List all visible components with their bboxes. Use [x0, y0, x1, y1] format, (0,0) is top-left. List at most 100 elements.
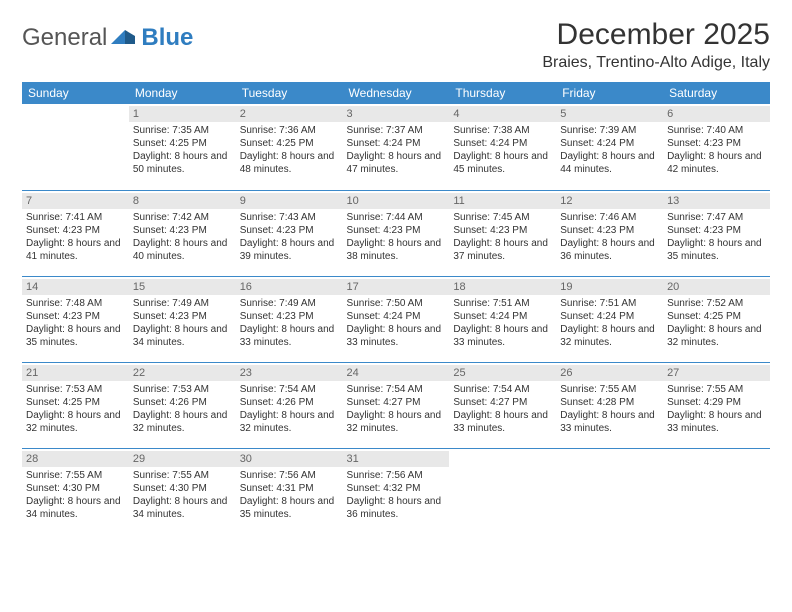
calendar-cell-blank — [556, 448, 663, 534]
calendar-cell: 16Sunrise: 7:49 AMSunset: 4:23 PMDayligh… — [236, 276, 343, 362]
day-number: 14 — [22, 279, 129, 295]
weekday-header: Saturday — [663, 82, 770, 104]
calendar-table: SundayMondayTuesdayWednesdayThursdayFrid… — [22, 82, 770, 534]
calendar-cell: 15Sunrise: 7:49 AMSunset: 4:23 PMDayligh… — [129, 276, 236, 362]
calendar-cell: 20Sunrise: 7:52 AMSunset: 4:25 PMDayligh… — [663, 276, 770, 362]
weekday-header-row: SundayMondayTuesdayWednesdayThursdayFrid… — [22, 82, 770, 104]
day-info: Sunrise: 7:55 AMSunset: 4:28 PMDaylight:… — [560, 383, 659, 435]
day-number: 9 — [236, 193, 343, 209]
calendar-cell: 17 Sunrise: 7:50 AMSunset: 4:24 PMDayligh… — [343, 276, 450, 362]
logo-general: General — [22, 24, 107, 51]
day-info: Sunrise: 7:41 AMSunset: 4:23 PMDaylight:… — [26, 211, 125, 263]
calendar-cell: 27Sunrise: 7:55 AMSunset: 4:29 PMDayligh… — [663, 362, 770, 448]
day-number: 3 — [343, 106, 450, 122]
calendar-cell: 18 Sunrise: 7:51 AMSunset: 4:24 PMDayligh… — [449, 276, 556, 362]
day-info: Sunrise: 7:54 AMSunset: 4:27 PMDaylight:… — [347, 383, 446, 435]
calendar-row: 7 Sunrise: 7:41 AMSunset: 4:23 PMDaylight… — [22, 190, 770, 276]
day-number: 5 — [556, 106, 663, 122]
day-info: Sunrise: 7:54 AMSunset: 4:27 PMDaylight:… — [453, 383, 552, 435]
day-info: Sunrise: 7:53 AMSunset: 4:25 PMDaylight:… — [26, 383, 125, 435]
calendar-cell: 14 Sunrise: 7:48 AMSunset: 4:23 PMDayligh… — [22, 276, 129, 362]
weekday-header: Friday — [556, 82, 663, 104]
calendar-cell: 31 Sunrise: 7:56 AMSunset: 4:32 PMDayligh… — [343, 448, 450, 534]
day-number: 23 — [236, 365, 343, 381]
day-info: Sunrise: 7:54 AMSunset: 4:26 PMDaylight:… — [240, 383, 339, 435]
day-number: 29 — [129, 451, 236, 467]
calendar-cell: 13Sunrise: 7:47 AMSunset: 4:23 PMDayligh… — [663, 190, 770, 276]
day-info: Sunrise: 7:42 AMSunset: 4:23 PMDaylight:… — [133, 211, 232, 263]
calendar-row: 28Sunrise: 7:55 AMSunset: 4:30 PMDayligh… — [22, 448, 770, 534]
day-info: Sunrise: 7:51 AMSunset: 4:24 PMDaylight:… — [453, 297, 552, 349]
day-info: Sunrise: 7:46 AMSunset: 4:23 PMDaylight:… — [560, 211, 659, 263]
day-info: Sunrise: 7:44 AMSunset: 4:23 PMDaylight:… — [347, 211, 446, 263]
weekday-header: Wednesday — [343, 82, 450, 104]
calendar-row: 21 Sunrise: 7:53 AMSunset: 4:25 PMDayligh… — [22, 362, 770, 448]
calendar-cell: 1 Sunrise: 7:35 AMSunset: 4:25 PMDaylight… — [129, 104, 236, 190]
day-number: 28 — [22, 451, 129, 467]
calendar-cell: 19Sunrise: 7:51 AMSunset: 4:24 PMDayligh… — [556, 276, 663, 362]
day-info: Sunrise: 7:37 AMSunset: 4:24 PMDaylight:… — [347, 124, 446, 176]
calendar-cell-blank — [449, 448, 556, 534]
calendar-cell: 3 Sunrise: 7:37 AMSunset: 4:24 PMDaylight… — [343, 104, 450, 190]
calendar-cell: 28 Sunrise: 7:55 AMSunset: 4:30 PMDayligh… — [22, 448, 129, 534]
calendar-cell-blank — [22, 104, 129, 190]
day-info: Sunrise: 7:48 AMSunset: 4:23 PMDaylight:… — [26, 297, 125, 349]
day-info: Sunrise: 7:55 AMSunset: 4:30 PMDaylight:… — [133, 469, 232, 521]
calendar-cell: 25 Sunrise: 7:54 AMSunset: 4:27 PMDayligh… — [449, 362, 556, 448]
calendar-row: 1 Sunrise: 7:35 AMSunset: 4:25 PMDaylight… — [22, 104, 770, 190]
calendar-cell: 30 Sunrise: 7:56 AMSunset: 4:31 PMDayligh… — [236, 448, 343, 534]
title-block: December 2025 Braies, Trentino-Alto Adig… — [542, 18, 770, 72]
calendar-cell: 24 Sunrise: 7:54 AMSunset: 4:27 PMDayligh… — [343, 362, 450, 448]
calendar-cell: 22 Sunrise: 7:53 AMSunset: 4:26 PMDayligh… — [129, 362, 236, 448]
weekday-header: Thursday — [449, 82, 556, 104]
day-number: 15 — [129, 279, 236, 295]
day-number: 31 — [343, 451, 450, 467]
calendar-cell: 9 Sunrise: 7:43 AMSunset: 4:23 PMDaylight… — [236, 190, 343, 276]
day-number: 16 — [236, 279, 343, 295]
day-number: 11 — [449, 193, 556, 209]
day-number: 30 — [236, 451, 343, 467]
day-number: 1 — [129, 106, 236, 122]
day-number: 10 — [343, 193, 450, 209]
logo-blue: Blue — [141, 24, 193, 52]
calendar-cell-blank — [663, 448, 770, 534]
header: General Blue December 2025 Braies, Trent… — [22, 18, 770, 72]
page-title: December 2025 — [542, 18, 770, 52]
logo-text: General — [22, 24, 107, 52]
calendar-cell: 12 Sunrise: 7:46 AMSunset: 4:23 PMDayligh… — [556, 190, 663, 276]
day-number: 24 — [343, 365, 450, 381]
day-number: 12 — [556, 193, 663, 209]
day-info: Sunrise: 7:53 AMSunset: 4:26 PMDaylight:… — [133, 383, 232, 435]
calendar-cell: 29 Sunrise: 7:55 AMSunset: 4:30 PMDayligh… — [129, 448, 236, 534]
day-info: Sunrise: 7:43 AMSunset: 4:23 PMDaylight:… — [240, 211, 339, 263]
day-info: Sunrise: 7:45 AMSunset: 4:23 PMDaylight:… — [453, 211, 552, 263]
day-number: 17 — [343, 279, 450, 295]
day-number: 6 — [663, 106, 770, 122]
day-info: Sunrise: 7:55 AMSunset: 4:29 PMDaylight:… — [667, 383, 766, 435]
day-number: 26 — [556, 365, 663, 381]
day-info: Sunrise: 7:50 AMSunset: 4:24 PMDaylight:… — [347, 297, 446, 349]
day-number: 25 — [449, 365, 556, 381]
calendar-cell: 11 Sunrise: 7:45 AMSunset: 4:23 PMDayligh… — [449, 190, 556, 276]
day-number: 19 — [556, 279, 663, 295]
day-info: Sunrise: 7:38 AMSunset: 4:24 PMDaylight:… — [453, 124, 552, 176]
day-info: Sunrise: 7:39 AMSunset: 4:24 PMDaylight:… — [560, 124, 659, 176]
day-info: Sunrise: 7:56 AMSunset: 4:31 PMDaylight:… — [240, 469, 339, 521]
day-info: Sunrise: 7:35 AMSunset: 4:25 PMDaylight:… — [133, 124, 232, 176]
calendar-cell: 21 Sunrise: 7:53 AMSunset: 4:25 PMDayligh… — [22, 362, 129, 448]
day-number: 18 — [449, 279, 556, 295]
day-info: Sunrise: 7:56 AMSunset: 4:32 PMDaylight:… — [347, 469, 446, 521]
day-number: 7 — [22, 193, 129, 209]
location: Braies, Trentino-Alto Adige, Italy — [542, 54, 770, 72]
logo-mark-icon — [111, 26, 137, 51]
logo: General Blue — [22, 18, 193, 52]
day-number: 21 — [22, 365, 129, 381]
calendar-cell: 6Sunrise: 7:40 AMSunset: 4:23 PMDaylight… — [663, 104, 770, 190]
calendar-cell: 10 Sunrise: 7:44 AMSunset: 4:23 PMDayligh… — [343, 190, 450, 276]
weekday-header: Monday — [129, 82, 236, 104]
day-number: 20 — [663, 279, 770, 295]
day-info: Sunrise: 7:55 AMSunset: 4:30 PMDaylight:… — [26, 469, 125, 521]
day-number: 22 — [129, 365, 236, 381]
calendar-row: 14 Sunrise: 7:48 AMSunset: 4:23 PMDayligh… — [22, 276, 770, 362]
calendar-cell: 5 Sunrise: 7:39 AMSunset: 4:24 PMDaylight… — [556, 104, 663, 190]
